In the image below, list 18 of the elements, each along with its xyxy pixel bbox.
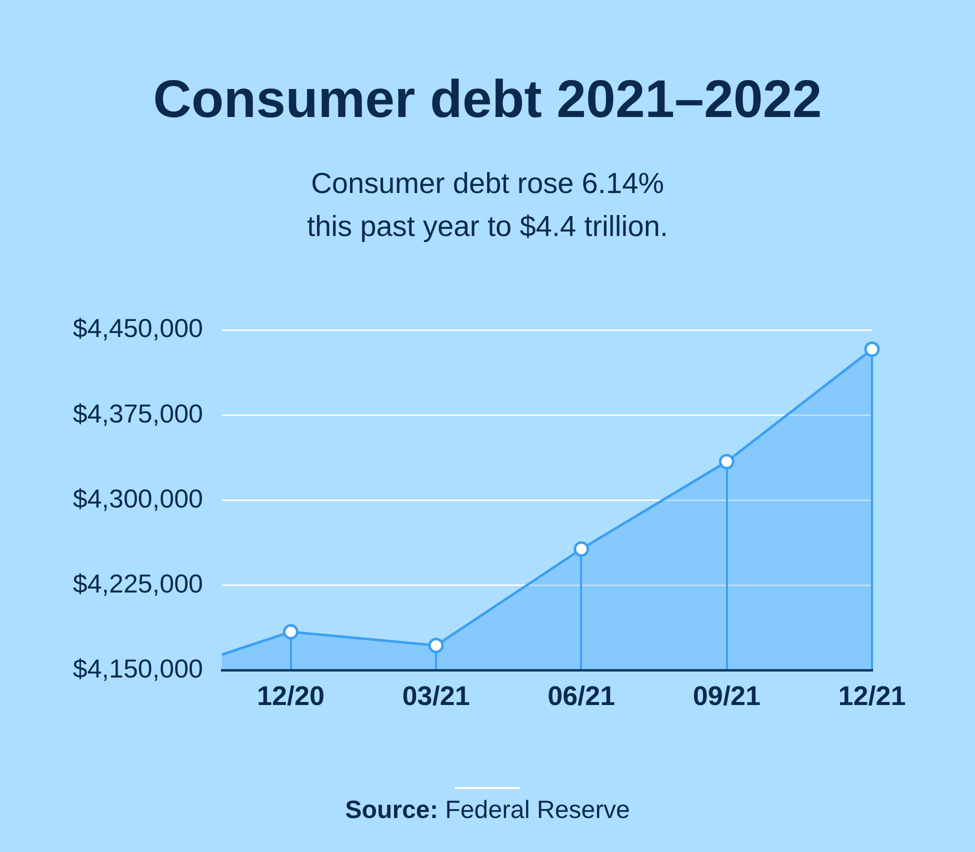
y-tick-label: $4,225,000 bbox=[72, 568, 203, 598]
chart-subtitle: Consumer debt rose 6.14% this past year to $4.4 trillion. bbox=[306, 167, 670, 245]
point bbox=[718, 454, 734, 470]
point bbox=[574, 541, 590, 557]
y-tick-label: $4,375,000 bbox=[72, 398, 203, 428]
y-tick-label: $4,450,000 bbox=[72, 313, 203, 344]
source-note: Source: Federal Reserve bbox=[345, 796, 630, 824]
x-tick-label: 12/21 bbox=[838, 681, 906, 712]
x-tick-label: 09/21 bbox=[692, 681, 760, 712]
x-tick-label: 03/21 bbox=[402, 681, 470, 712]
y-tick-label: $4,300,000 bbox=[72, 483, 203, 514]
point bbox=[428, 638, 444, 654]
x-tick-label: 06/21 bbox=[548, 681, 616, 712]
chart-title: Consumer debt 2021–2022 bbox=[152, 70, 823, 130]
x-tick-label: 12/20 bbox=[256, 681, 325, 712]
point bbox=[283, 624, 298, 640]
y-tick-label: $4,150,000 bbox=[72, 654, 203, 684]
point bbox=[864, 342, 880, 358]
